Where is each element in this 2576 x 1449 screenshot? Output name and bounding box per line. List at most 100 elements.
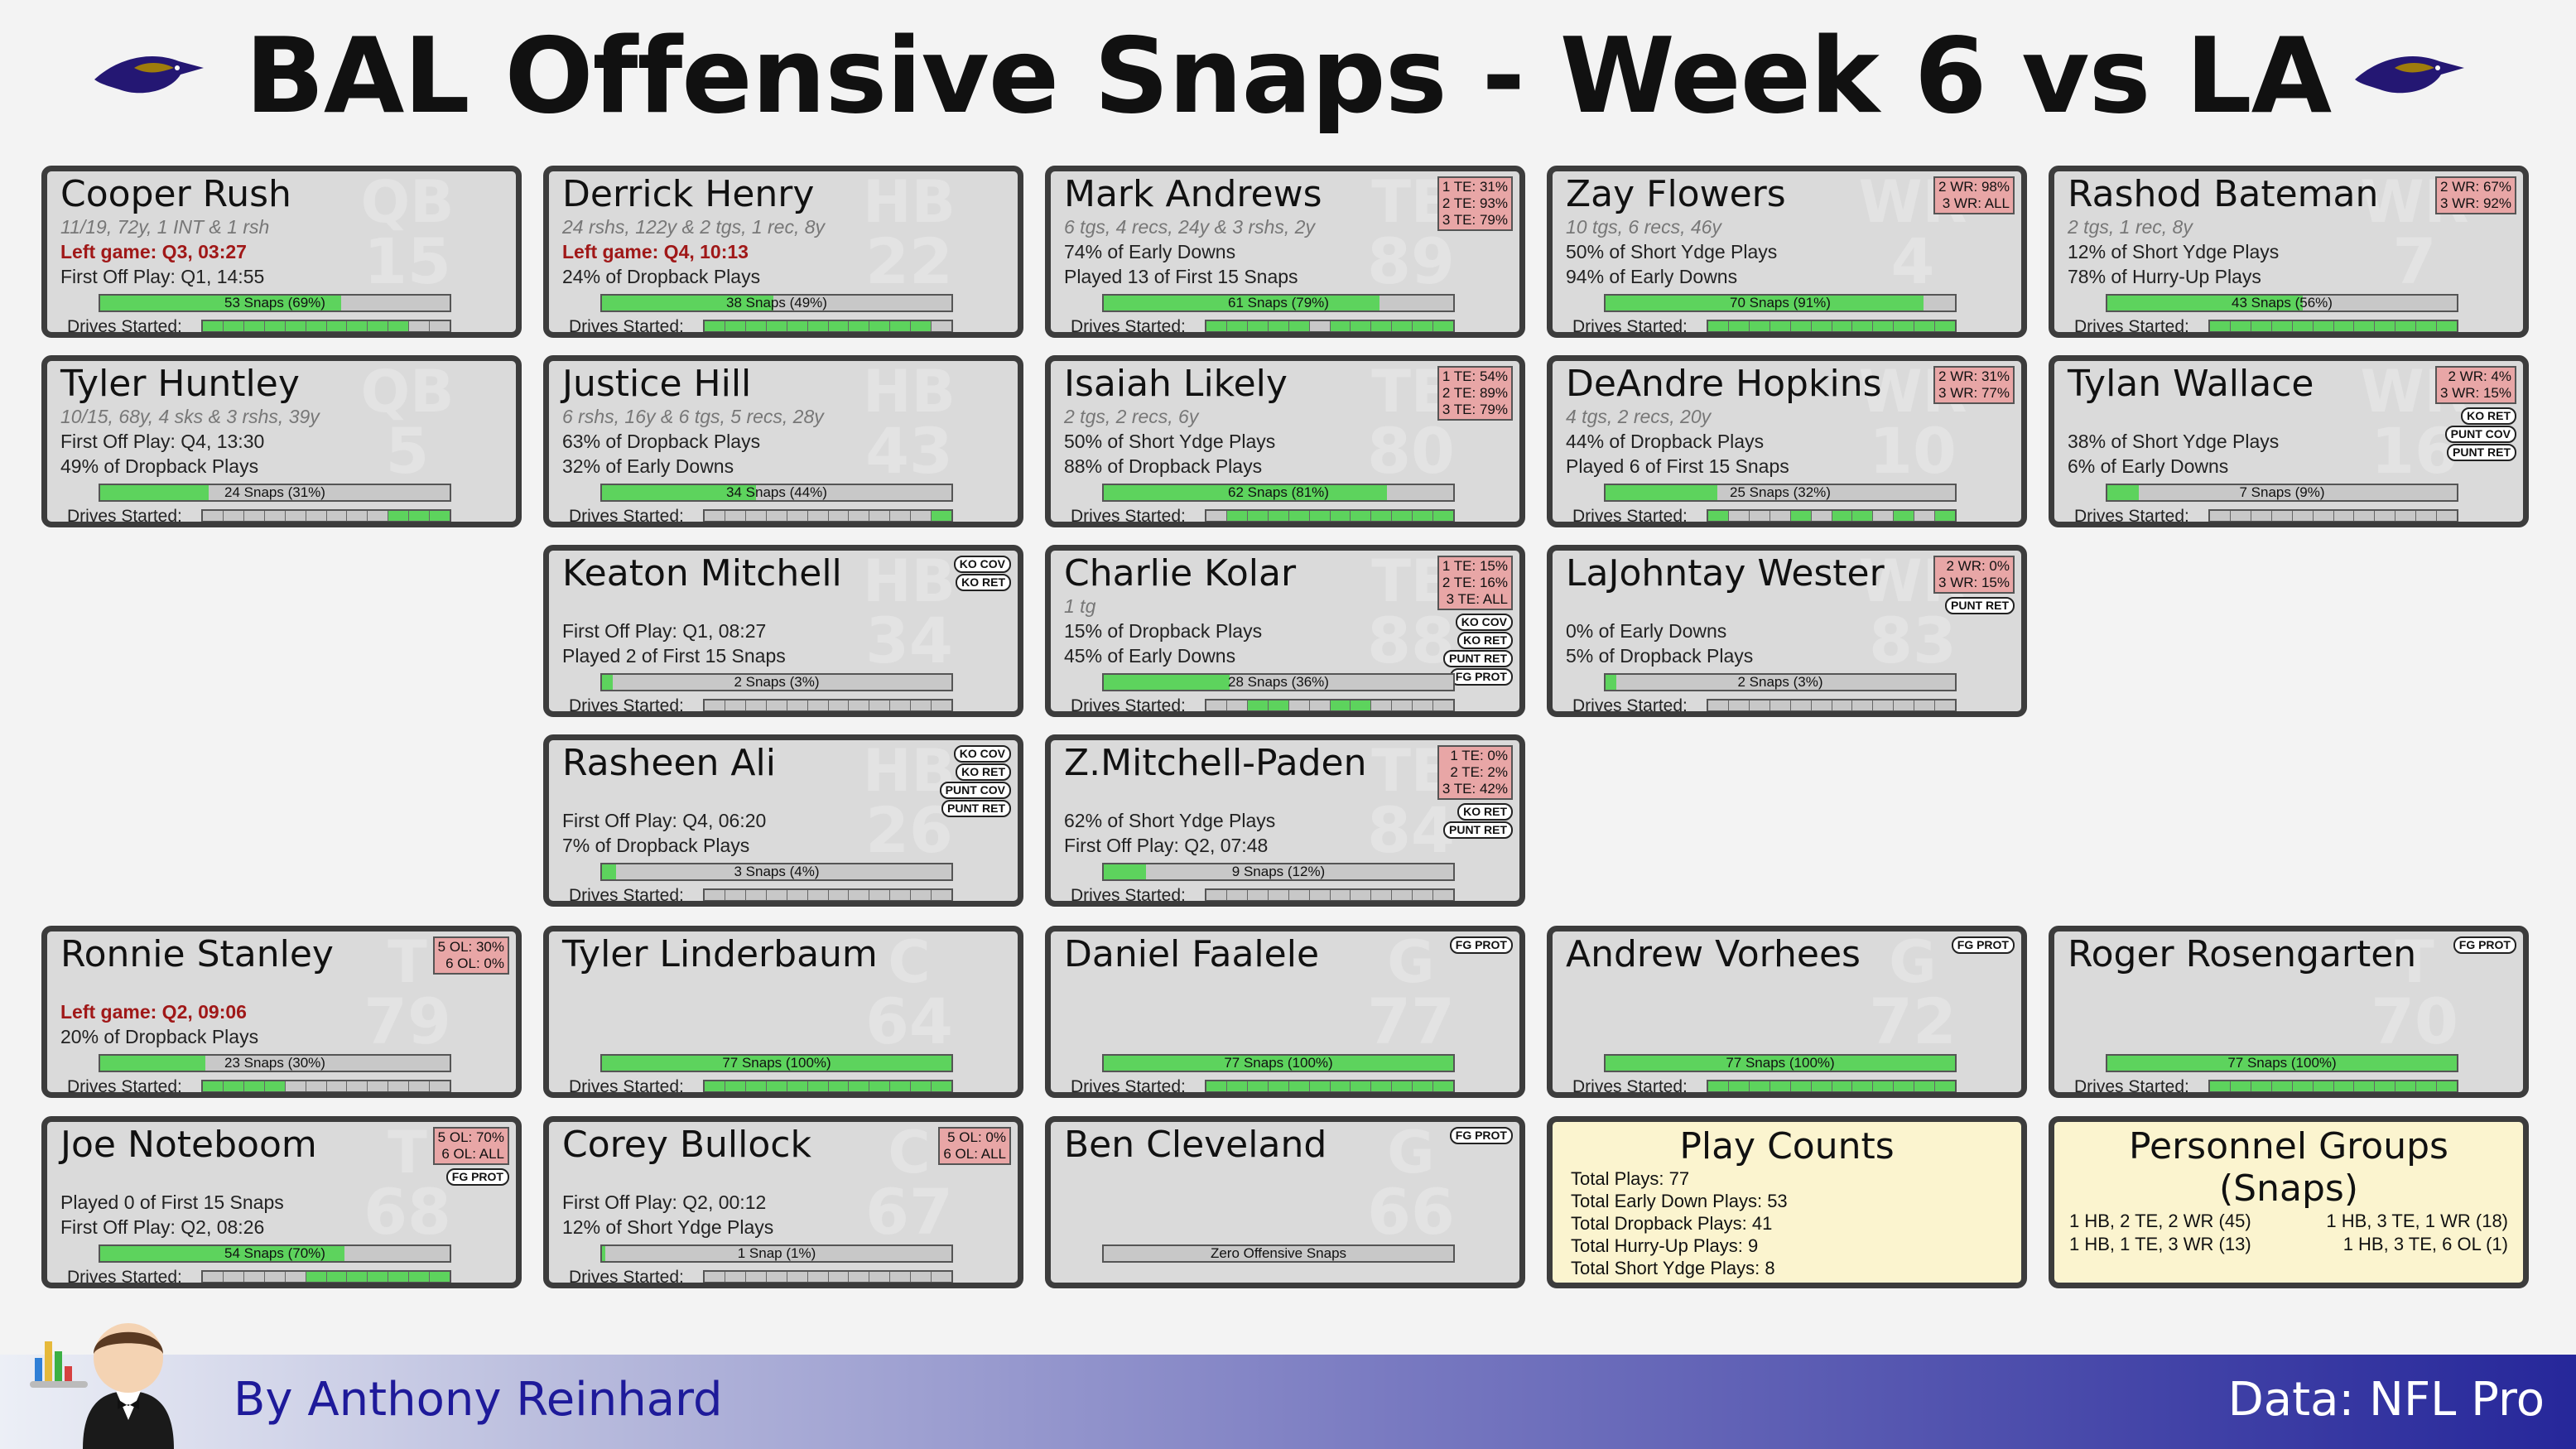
drive-segment — [1247, 511, 1269, 521]
snap-share-bar: 1 Snap (1%) — [600, 1244, 953, 1263]
position-watermark: QB — [360, 358, 455, 426]
player-stat-line: 11/19, 72y, 1 INT & 1 rsh — [60, 216, 270, 238]
drive-segment — [1371, 700, 1393, 710]
position-watermark: C — [888, 1119, 931, 1187]
drive-segment — [203, 1081, 224, 1091]
jersey-number-watermark: 83 — [1869, 604, 1957, 677]
snap-count-label: 24 Snaps (31%) — [224, 484, 325, 500]
drive-segment — [2395, 511, 2417, 521]
special-teams-badge: KO RET — [1457, 632, 1513, 649]
player-name: Justice Hill — [562, 363, 752, 405]
snap-share-fill — [2107, 296, 2304, 310]
position-number-watermark: WR 7 — [2352, 173, 2477, 294]
drives-started-label: Drives Started: — [1071, 507, 1186, 526]
personnel-groups-panel: Personnel Groups (Snaps) 1 HB, 2 TE, 2 W… — [2049, 1116, 2529, 1288]
special-teams-badges: KO COV KO RET PUNT RET FG PROT — [1443, 614, 1513, 686]
drives-started-label: Drives Started: — [67, 507, 182, 526]
drive-segment — [1770, 511, 1791, 521]
personnel-pct-line: 1 TE: 0% — [1450, 748, 1508, 763]
snap-share-bar: 77 Snaps (100%) — [1102, 1054, 1455, 1072]
player-name: Roger Rosengarten — [2068, 933, 2417, 975]
snap-share-fill — [1606, 485, 1718, 500]
drive-segment — [1413, 511, 1434, 521]
drive-segment — [1206, 700, 1227, 710]
position-number-watermark: TE 80 — [1349, 363, 1473, 484]
drive-segment — [1433, 511, 1454, 521]
drive-segment — [808, 511, 829, 521]
player-card: WR 4 Zay Flowers 10 tgs, 6 recs, 46y 50% of … — [1547, 166, 2027, 338]
drive-segment — [767, 511, 787, 521]
special-teams-badge: PUNT RET — [2447, 444, 2516, 461]
drive-segment — [807, 321, 829, 331]
player-name: Andrew Vorhees — [1566, 933, 1861, 975]
player-stat-line: First Off Play: Q4, 13:30 — [60, 431, 265, 452]
drive-segment — [787, 1081, 808, 1091]
drive-segment — [1206, 890, 1227, 900]
drive-segment — [829, 700, 850, 710]
personnel-pct-line: 6 OL: 0% — [445, 956, 504, 971]
drives-started-label: Drives Started: — [569, 1268, 684, 1287]
personnel-pct-line: 2 WR: 0% — [1946, 558, 2010, 574]
drives-started-track — [1205, 888, 1455, 901]
player-card: HB 22 Derrick Henry 24 rshs, 122y & 2 tgs, … — [543, 166, 1023, 338]
snap-share-bar: 28 Snaps (36%) — [1102, 673, 1455, 691]
player-stat-line: 78% of Hurry-Up Plays — [2068, 266, 2261, 287]
snap-share-fill — [602, 864, 616, 879]
snap-share-fill — [602, 675, 613, 690]
drive-segment — [1935, 1081, 1956, 1091]
drive-segment — [1708, 511, 1729, 521]
drive-segment — [766, 321, 787, 331]
special-teams-badges: PUNT RET — [1945, 597, 2015, 614]
player-stat-line: 2 tgs, 1 rec, 8y — [2068, 216, 2193, 238]
drive-segment — [430, 321, 450, 331]
drive-segment — [1269, 890, 1289, 900]
drive-segment — [1392, 890, 1413, 900]
drive-segment — [705, 890, 725, 900]
snap-share-fill — [1104, 485, 1387, 500]
personnel-pct-line: 2 WR: 31% — [1938, 368, 2010, 384]
drive-segment — [725, 1081, 746, 1091]
drives-started-label: Drives Started: — [67, 1268, 182, 1287]
snap-count-label: 2 Snaps (3%) — [1737, 674, 1823, 690]
drive-segment — [705, 700, 725, 710]
personnel-pct-box: 2 WR: 31% 3 WR: 77% — [1933, 366, 2015, 404]
drive-segment — [1288, 1081, 1310, 1091]
drives-started-track — [1707, 509, 1957, 522]
snap-share-fill — [602, 296, 773, 310]
jersey-number-watermark: 68 — [364, 1175, 451, 1249]
drives-started-track — [1205, 699, 1455, 711]
drives-started-track — [703, 1080, 953, 1092]
drives-started-track — [703, 1270, 953, 1283]
position-number-watermark: G 66 — [1349, 1124, 1473, 1244]
drive-segment — [264, 1081, 286, 1091]
drive-segment — [1729, 700, 1750, 710]
jersey-number-watermark: 77 — [1367, 984, 1455, 1058]
snap-count-label: 28 Snaps (36%) — [1228, 674, 1329, 690]
play-count-item: Total Plays: 77 — [1571, 1168, 1690, 1189]
drive-segment — [1811, 1081, 1832, 1091]
drive-segment — [430, 511, 450, 521]
player-stat-line: 38% of Short Ydge Plays — [2068, 431, 2280, 452]
snap-share-bar: 25 Snaps (32%) — [1604, 484, 1957, 502]
drive-segment — [911, 321, 932, 331]
drive-segment — [1248, 890, 1269, 900]
personnel-pct-box: 1 TE: 15% 2 TE: 16% 3 TE: ALL — [1437, 556, 1513, 610]
personnel-pct-box: 5 OL: 70% 6 OL: ALL — [432, 1127, 509, 1165]
drive-segment — [1790, 321, 1812, 331]
ravens-logo-right — [2355, 56, 2464, 94]
drive-segment — [1708, 1081, 1729, 1091]
personnel-groups-title: Personnel Groups (Snaps) — [2129, 1125, 2448, 1210]
player-card: C 67 Corey Bullock First Off Play: Q2, 00:1… — [543, 1116, 1023, 1288]
drive-segment — [705, 321, 725, 331]
drive-segment — [2210, 321, 2231, 331]
drive-segment — [286, 1081, 306, 1091]
drive-segment — [306, 1272, 327, 1282]
player-name: Zay Flowers — [1566, 173, 1786, 215]
drive-segment — [1433, 890, 1453, 900]
drive-segment — [1413, 321, 1434, 331]
personnel-pct-line: 2 TE: 16% — [1442, 575, 1508, 590]
player-stat-line: Left game: Q2, 09:06 — [60, 1001, 247, 1023]
snap-count-label: 53 Snaps (69%) — [224, 295, 325, 310]
player-stat-line: 12% of Short Ydge Plays — [562, 1216, 774, 1238]
special-teams-badges: FG PROT — [445, 1168, 509, 1186]
